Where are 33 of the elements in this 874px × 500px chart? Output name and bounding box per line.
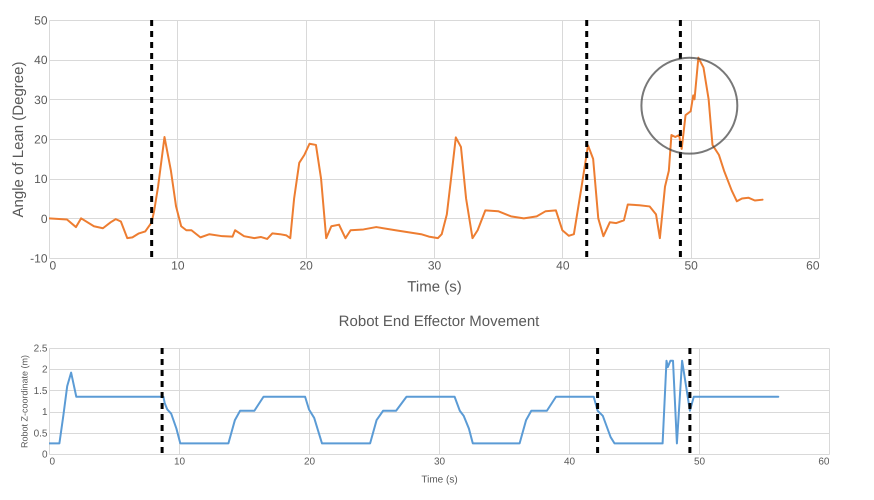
- x-tick-label: 20: [304, 456, 316, 468]
- y-axis-title: Robot Z-coordinate (m): [20, 354, 30, 448]
- x-tick-label: 10: [171, 258, 185, 272]
- y-tick-label: 2: [42, 364, 48, 376]
- y-tick-label: 1.5: [34, 386, 48, 397]
- x-axis-title: Time (s): [421, 474, 458, 486]
- x-tick-label: 40: [556, 258, 570, 272]
- line-series: [49, 56, 764, 240]
- x-tick-label: 0: [50, 456, 56, 468]
- y-tick-label: 1: [42, 407, 48, 418]
- y-tick-label: 30: [34, 92, 48, 107]
- x-tick-label: 40: [564, 456, 576, 468]
- x-tick-label: 20: [299, 258, 314, 272]
- y-tick-label: 2.5: [34, 344, 48, 354]
- x-tick-label: 50: [684, 258, 698, 272]
- x-tick-label: 50: [694, 456, 706, 468]
- y-tick-label: 40: [34, 53, 48, 68]
- y-tick-label: 10: [34, 172, 48, 186]
- x-tick-label: 10: [174, 456, 186, 468]
- y-tick-label: 50: [34, 14, 48, 28]
- chart-title: Robot End Effector Movement: [338, 313, 540, 330]
- y-tick-label: 0: [40, 212, 48, 226]
- x-tick-label: 60: [806, 258, 820, 272]
- y-tick-label: 0.5: [34, 428, 48, 440]
- y-tick-label: 0: [42, 450, 48, 460]
- y-tick-label: -10: [30, 252, 48, 266]
- y-axis-title: Angle of Lean (Degree): [10, 62, 28, 218]
- y-tick-label: 20: [34, 132, 48, 146]
- x-tick-label: 30: [428, 258, 442, 272]
- x-tick-label: 60: [818, 456, 830, 468]
- x-tick-label: 30: [434, 456, 446, 468]
- x-axis-title: Time (s): [407, 278, 462, 296]
- line-series: [49, 360, 780, 444]
